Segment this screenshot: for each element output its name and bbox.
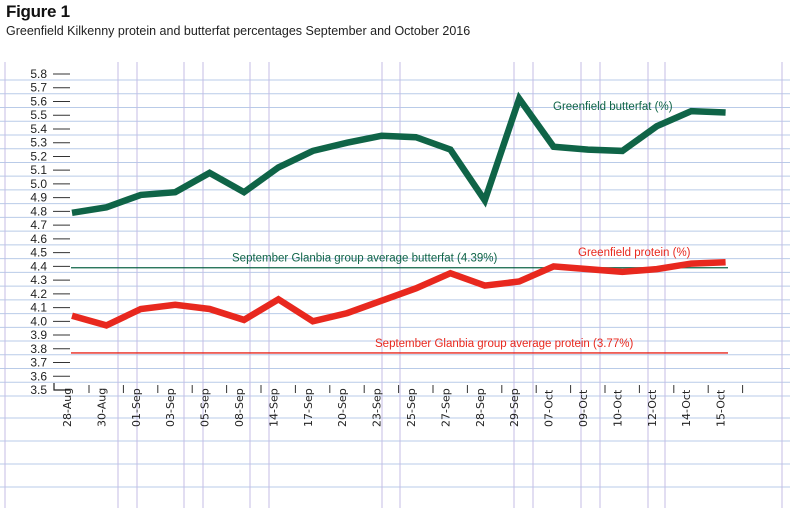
x-tick-label: 23-Sep — [371, 388, 384, 427]
y-tick-label: 3.7 — [30, 356, 47, 370]
y-tick-label: 5.7 — [30, 81, 47, 95]
y-tick-label: 3.6 — [30, 369, 47, 383]
y-tick-label: 3.5 — [30, 383, 47, 397]
y-tick-label: 5.3 — [30, 136, 47, 150]
y-tick-label: 4.7 — [30, 218, 47, 232]
y-tick-label: 5.4 — [30, 122, 47, 136]
x-tick-label: 29-Sep — [508, 388, 521, 427]
x-tick-label: 09-Oct — [577, 389, 590, 427]
y-tick-label: 4.1 — [30, 301, 47, 315]
x-tick-label: 15-Oct — [715, 389, 728, 427]
x-tick-label: 07-Oct — [543, 389, 556, 427]
y-tick-label: 4.4 — [30, 259, 47, 273]
y-tick-label: 4.3 — [30, 273, 47, 287]
y-tick-label: 3.8 — [30, 342, 47, 356]
series-label: Greenfield protein (%) — [578, 247, 691, 259]
figure-label: Figure 1 — [6, 2, 70, 21]
x-tick-label: 28-Aug — [61, 388, 74, 427]
y-tick-label: 5.0 — [30, 177, 47, 191]
x-tick-label: 27-Sep — [439, 388, 452, 427]
reference-line-label: September Glanbia group average protein … — [375, 338, 633, 350]
x-tick-label: 08-Sep — [233, 388, 246, 427]
x-tick-label: 10-Oct — [611, 389, 624, 427]
y-tick-label: 4.6 — [30, 232, 47, 246]
y-tick-label: 5.6 — [30, 94, 47, 108]
series-line-butterfat — [71, 91, 726, 217]
y-tick-label: 3.9 — [30, 328, 47, 342]
y-tick-label: 5.8 — [30, 67, 47, 81]
y-tick-label: 4.0 — [30, 314, 47, 328]
x-tick-label: 30-Aug — [95, 388, 108, 427]
x-tick-label: 14-Sep — [267, 388, 280, 427]
reference-line-label: September Glanbia group average butterfa… — [232, 253, 497, 265]
y-tick-label: 4.9 — [30, 191, 47, 205]
y-tick-label: 4.5 — [30, 246, 47, 260]
y-tick-label: 4.2 — [30, 287, 47, 301]
x-tick-label: 01-Sep — [130, 388, 143, 427]
x-tick-label: 28-Sep — [474, 388, 487, 427]
x-tick-label: 03-Sep — [164, 388, 177, 427]
series-label: Greenfield butterfat (%) — [553, 101, 673, 113]
y-tick-label: 5.1 — [30, 163, 47, 177]
x-tick-label: 05-Sep — [199, 388, 212, 427]
y-tick-label: 5.2 — [30, 149, 47, 163]
x-tick-label: 25-Sep — [405, 388, 418, 427]
y-tick-label: 4.8 — [30, 204, 47, 218]
chart-subtitle: Greenfield Kilkenny protein and butterfa… — [6, 24, 471, 38]
x-tick-label: 17-Sep — [302, 388, 315, 427]
y-tick-label: 5.5 — [30, 108, 47, 122]
series-line-protein — [71, 258, 726, 329]
axis-corner — [53, 383, 70, 391]
x-tick-label: 20-Sep — [336, 388, 349, 427]
x-tick-label: 14-Oct — [680, 389, 693, 427]
x-tick-label: 12-Oct — [646, 389, 659, 427]
